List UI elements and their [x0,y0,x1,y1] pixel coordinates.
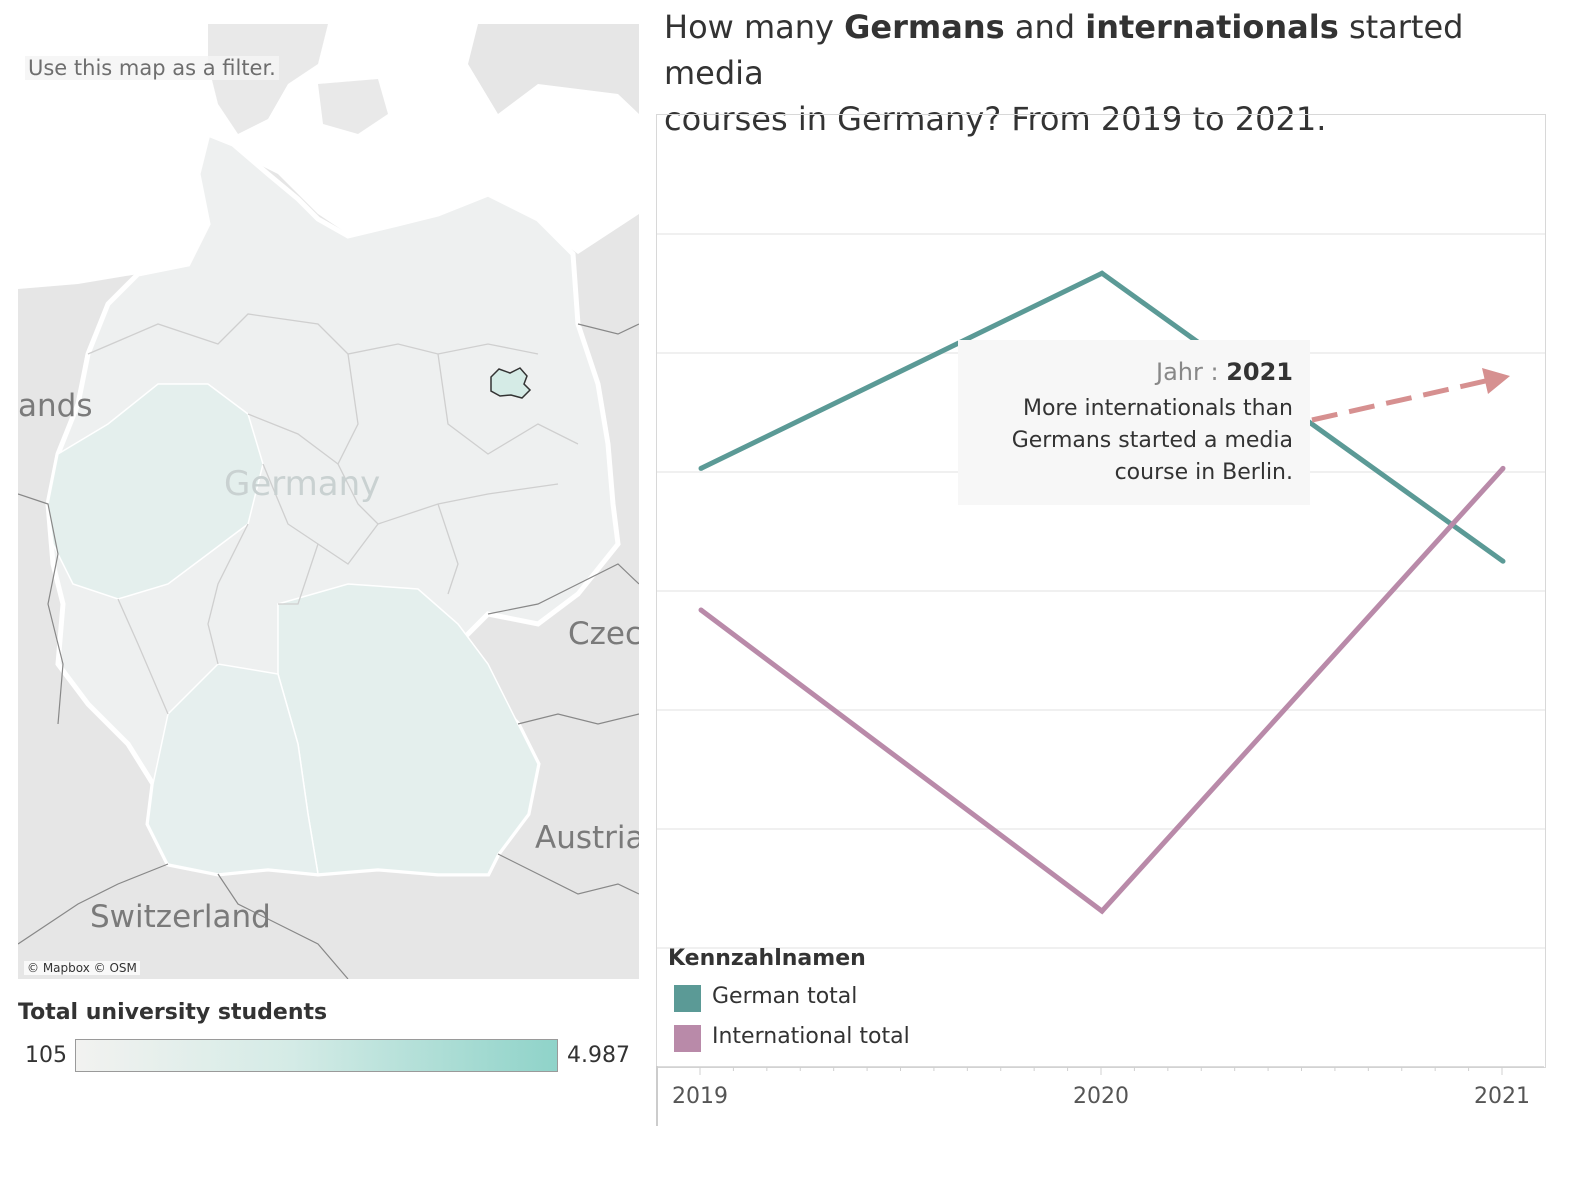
legend-label-international: International total [712,1024,910,1049]
data-point-german-total-2019[interactable] [698,465,704,471]
title-bold-internationals: internationals [1085,8,1339,46]
island-land [318,79,388,134]
color-legend-min: 105 [25,1043,67,1068]
title-text-3: started media [664,8,1464,92]
annotation-arrow [1311,368,1510,423]
map-filter[interactable]: Use this map as a filter. Germany ands C… [18,24,639,979]
color-legend-max: 4.987 [567,1043,630,1068]
x-tick-label-2021: 2021 [1474,1084,1530,1109]
chart-plot-area[interactable] [656,114,1546,1068]
series-legend-title: Kennzahlnamen [668,946,866,971]
legend-swatch-german [674,985,701,1012]
title-text-line2: courses in Germany? From 2019 to 2021. [664,100,1327,138]
sea-water [18,24,639,289]
data-point-german-total-2021[interactable] [1500,558,1506,564]
title-bold-germans: Germans [844,8,1005,46]
annotation-text: More internationals than Germans started… [1011,396,1293,485]
map-canvas[interactable] [18,24,639,979]
country-borders [18,323,639,979]
map-label-czechia: Czec [568,616,639,652]
data-point-international-total-2021[interactable] [1500,465,1506,471]
annotation-arrow-line [1311,377,1491,423]
map-label-austria: Austria [535,820,639,856]
x-tick-label-2019: 2019 [672,1084,728,1109]
map-hint-text: Use this map as a filter. [25,56,279,80]
map-label-germany: Germany [224,464,381,504]
annotation-year-line: Jahr : 2021 [1156,358,1293,386]
color-legend-gradient [75,1039,558,1072]
annotation-box: Jahr : 2021 More internationals than Ger… [958,340,1310,505]
annotation-label: Jahr : [1155,358,1227,386]
legend-swatch-international [674,1025,701,1052]
title-text-1: How many [664,8,845,46]
color-legend-title: Total university students [18,1000,328,1025]
annotation-year: 2021 [1226,358,1293,386]
data-point-german-total-2020[interactable] [1099,270,1105,276]
map-label-netherlands: ands [18,388,93,424]
region-berlin[interactable] [490,367,532,399]
series-line-international-total[interactable] [699,466,1505,915]
data-point-international-total-2020[interactable] [1099,908,1105,914]
state-borders [87,313,579,715]
series-lines[interactable] [698,270,1506,915]
region-bw[interactable] [147,663,319,875]
line-chart[interactable] [657,115,1545,1067]
map-label-switzerland: Switzerland [90,899,271,935]
title-text-2: and [1004,8,1086,46]
x-tick-label-2020: 2020 [1073,1084,1129,1109]
legend-label-german: German total [712,984,858,1009]
data-point-international-total-2019[interactable] [698,607,704,613]
annotation-arrow-head [1482,368,1510,394]
x-axis [656,1066,1544,1126]
map-attribution[interactable]: © Mapbox © OSM [24,961,140,975]
chart-title: How many Germans and internationals star… [664,4,1564,142]
region-nrw[interactable] [47,383,264,600]
